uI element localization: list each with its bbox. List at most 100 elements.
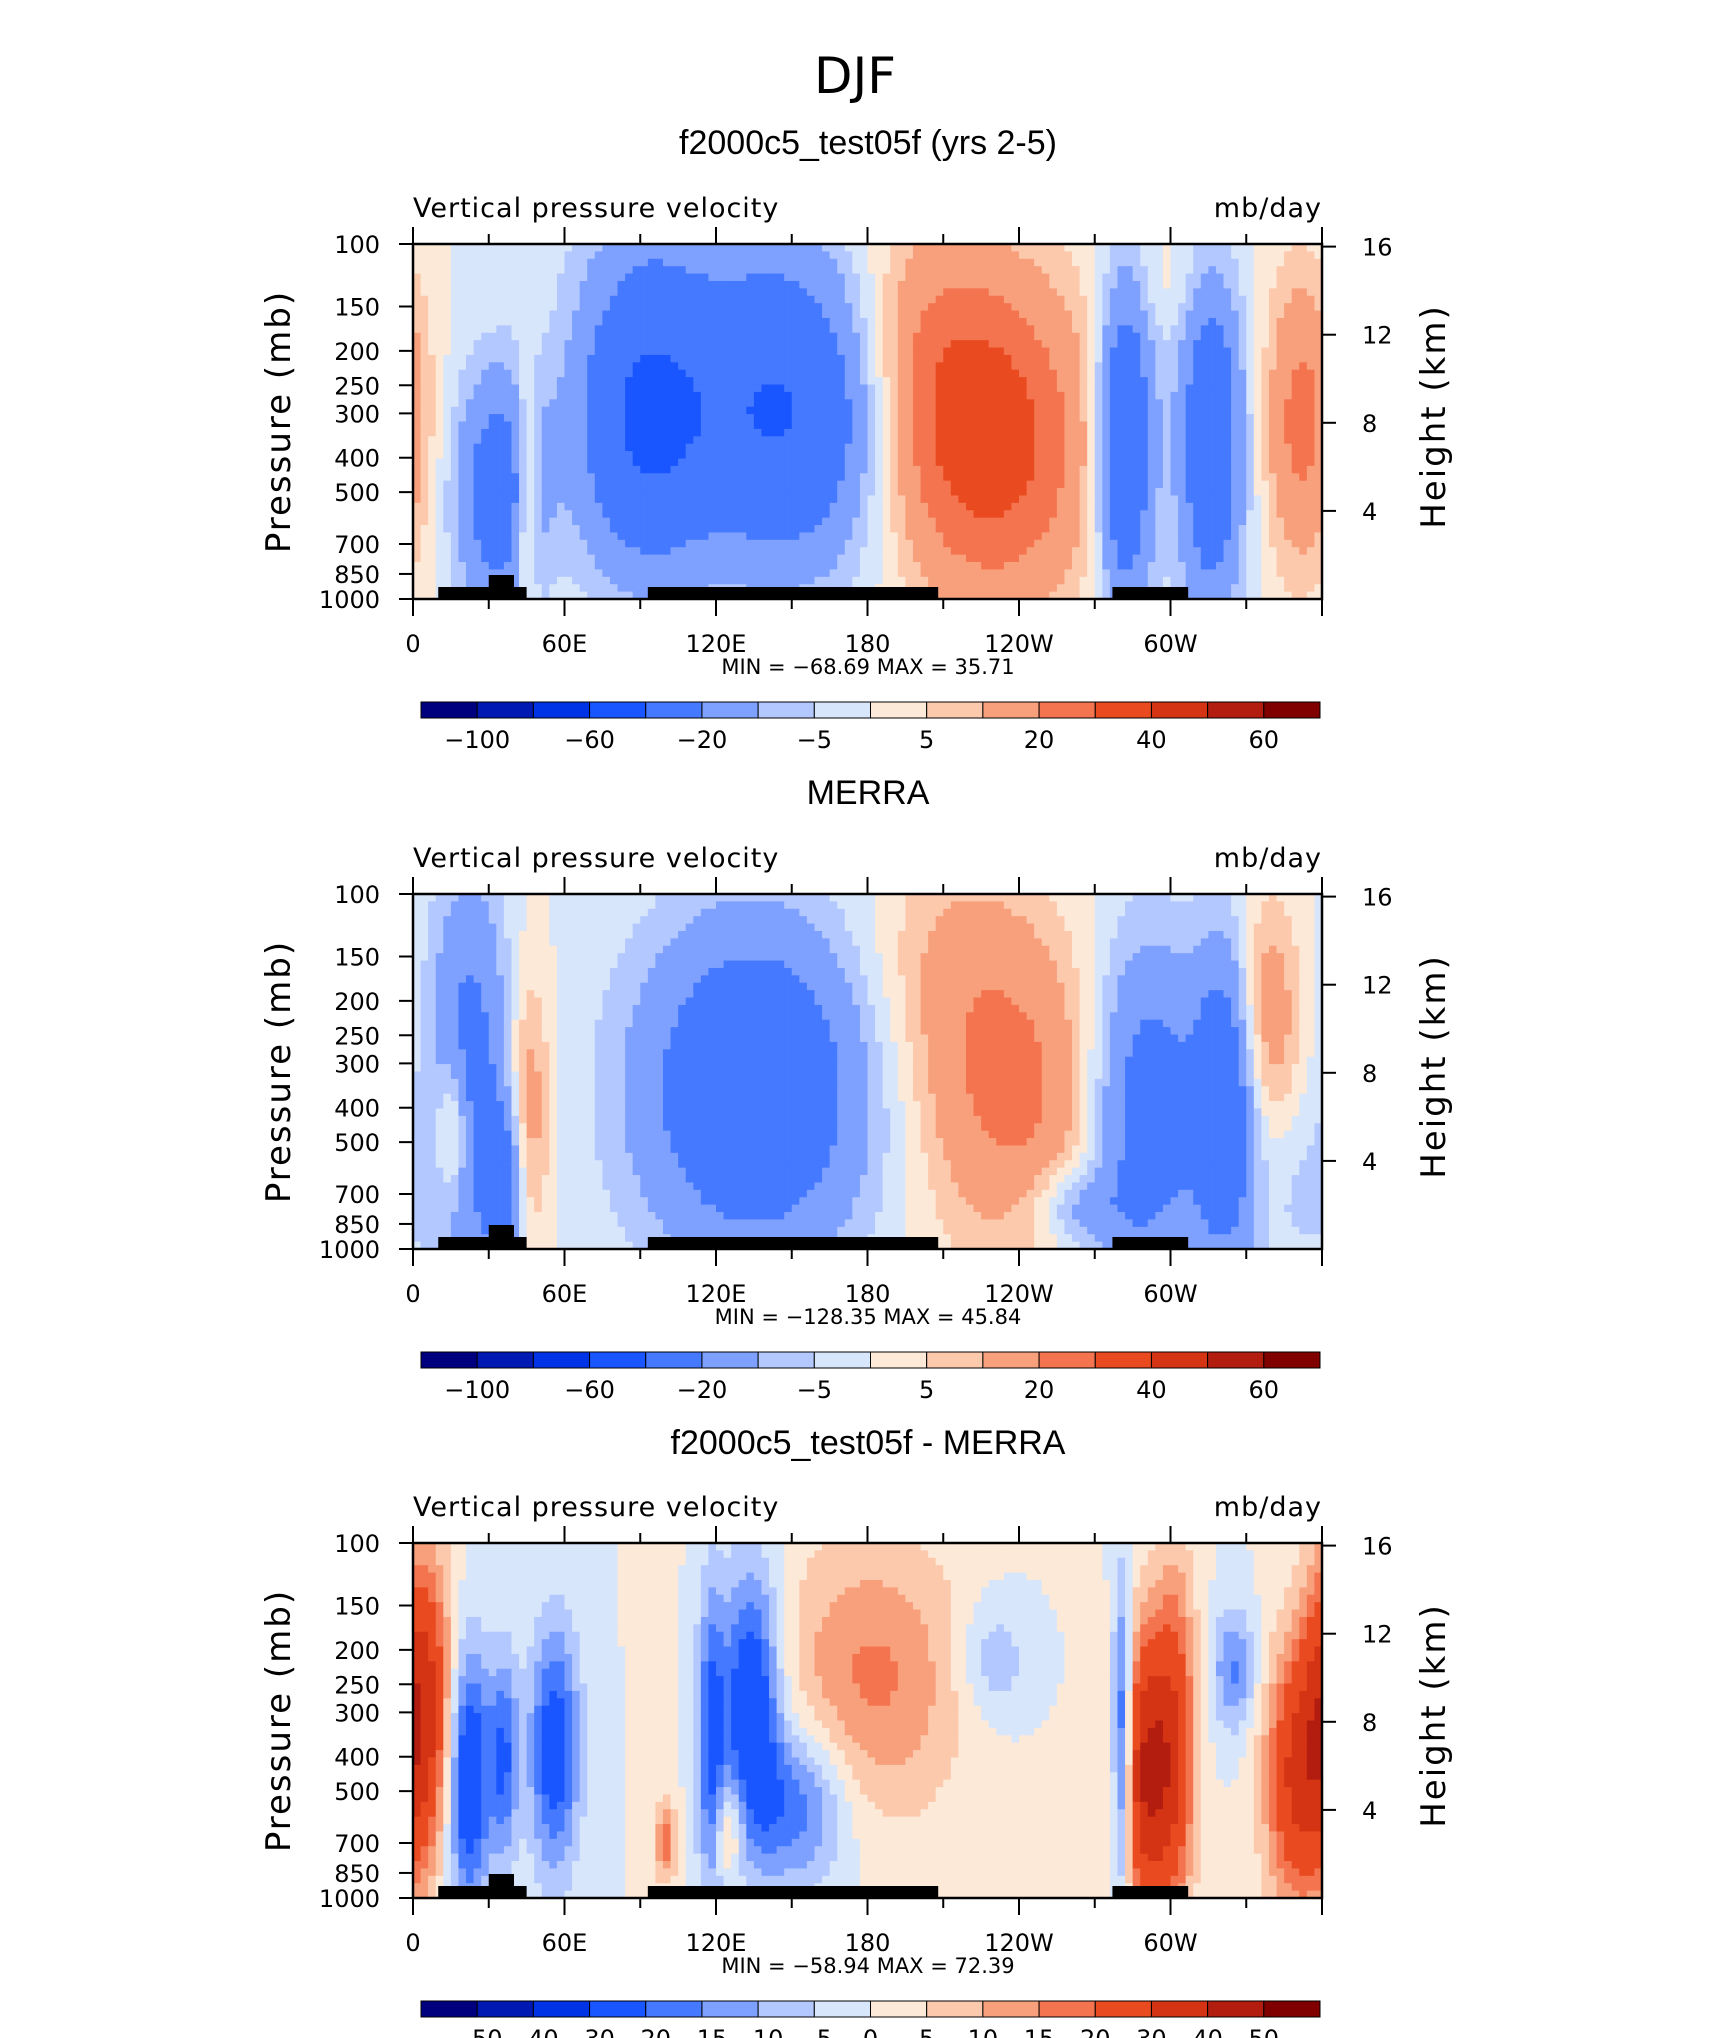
heatmap-cell: [1155, 354, 1164, 363]
heatmap-cell: [981, 362, 990, 371]
heatmap-cell: [609, 347, 619, 356]
heatmap-cell: [1170, 502, 1179, 511]
heatmap-cell: [905, 414, 914, 423]
heatmap-cell: [450, 384, 460, 393]
heatmap-cell: [912, 443, 922, 452]
heatmap-cell: [784, 458, 793, 467]
heatmap-cell: [852, 303, 861, 312]
heatmap-cell: [1087, 532, 1096, 541]
heatmap-cell: [519, 406, 528, 415]
heatmap-cell: [519, 525, 528, 534]
heatmap-cell: [731, 517, 740, 526]
heatmap-cell: [928, 443, 937, 452]
heatmap-cell: [1072, 273, 1081, 282]
heatmap-cell: [1087, 391, 1096, 400]
heatmap-cell: [496, 414, 505, 423]
heatmap-cell: [435, 421, 444, 430]
heatmap-cell: [511, 295, 520, 304]
heatmap-cell: [988, 303, 997, 312]
heatmap-cell: [867, 399, 876, 408]
heatmap-cell: [905, 443, 914, 452]
heatmap-cell: [466, 332, 475, 341]
heatmap-cell: [988, 399, 997, 408]
heatmap-cell: [1231, 354, 1240, 363]
heatmap-cell: [450, 340, 460, 349]
heatmap-cell: [602, 436, 611, 445]
heatmap-cell: [837, 406, 846, 415]
heatmap-cell: [897, 465, 906, 474]
heatmap-cell: [1072, 406, 1081, 415]
heatmap-cell: [769, 495, 778, 504]
heatmap-cell: [1170, 354, 1179, 363]
heatmap-cell: [541, 547, 550, 556]
heatmap-cell: [814, 310, 823, 319]
heatmap-cell: [602, 502, 611, 511]
heatmap-cell: [594, 414, 603, 423]
heatmap-cell: [1231, 340, 1240, 349]
heatmap-cell: [731, 303, 740, 312]
heatmap-cell: [981, 458, 990, 467]
heatmap-cell: [556, 295, 566, 304]
heatmap-cell: [1034, 310, 1043, 319]
heatmap-cell: [882, 303, 891, 312]
heatmap-cell: [662, 295, 672, 304]
heatmap-cell: [1072, 510, 1081, 519]
heatmap-cell: [1306, 443, 1316, 452]
heatmap-cell: [625, 347, 634, 356]
heatmap-cell: [746, 354, 755, 363]
heatmap-cell: [852, 428, 861, 437]
heatmap-cell: [890, 495, 899, 504]
heatmap-cell: [594, 428, 603, 437]
heatmap-cell: [1284, 384, 1293, 393]
heatmap-cell: [450, 347, 460, 356]
heatmap-cell: [1291, 325, 1300, 334]
heatmap-cell: [481, 406, 490, 415]
heatmap-cell: [1193, 244, 1202, 252]
heatmap-cell: [746, 258, 755, 267]
heatmap-cell: [572, 488, 581, 497]
heatmap-cell: [700, 406, 710, 415]
heatmap-cell: [1147, 414, 1156, 423]
heatmap-cell: [1238, 399, 1247, 408]
heatmap-cell: [693, 495, 702, 504]
heatmap-cell: [746, 391, 755, 400]
heatmap-cell: [791, 369, 800, 378]
heatmap-cell: [890, 377, 899, 386]
heatmap-cell: [897, 480, 906, 489]
heatmap-cell: [700, 295, 710, 304]
heatmap-cell: [950, 428, 960, 437]
heatmap-cell: [1223, 458, 1232, 467]
heatmap-cell: [753, 495, 763, 504]
heatmap-cell: [572, 288, 581, 297]
heatmap-cell: [753, 391, 763, 400]
heatmap-cell: [556, 317, 566, 326]
heatmap-cell: [655, 480, 664, 489]
heatmap-cell: [481, 244, 490, 252]
heatmap-cell: [746, 480, 755, 489]
heatmap-cell: [1147, 451, 1156, 460]
heatmap-cell: [1284, 325, 1293, 334]
heatmap-cell: [556, 266, 566, 275]
heatmap-cell: [1215, 421, 1225, 430]
heatmap-cell: [1314, 399, 1323, 408]
heatmap-cell: [1223, 539, 1232, 548]
heatmap-cell: [988, 369, 997, 378]
heatmap-cell: [799, 280, 808, 289]
heatmap-cell: [814, 443, 823, 452]
heatmap-cell: [458, 391, 467, 400]
heatmap-cell: [647, 436, 657, 445]
heatmap-cell: [988, 458, 997, 467]
heatmap-cell: [625, 340, 634, 349]
heatmap-cell: [761, 251, 770, 260]
heatmap-cell: [594, 399, 603, 408]
heatmap-cell: [738, 251, 747, 260]
heatmap-cell: [503, 391, 513, 400]
heatmap-cell: [965, 525, 975, 534]
heatmap-cell: [1155, 391, 1164, 400]
heatmap-cell: [890, 428, 899, 437]
heatmap-cell: [587, 332, 596, 341]
heatmap-cell: [1185, 488, 1194, 497]
heatmap-cell: [647, 428, 657, 437]
heatmap-cell: [647, 288, 657, 297]
heatmap-cell: [912, 362, 922, 371]
